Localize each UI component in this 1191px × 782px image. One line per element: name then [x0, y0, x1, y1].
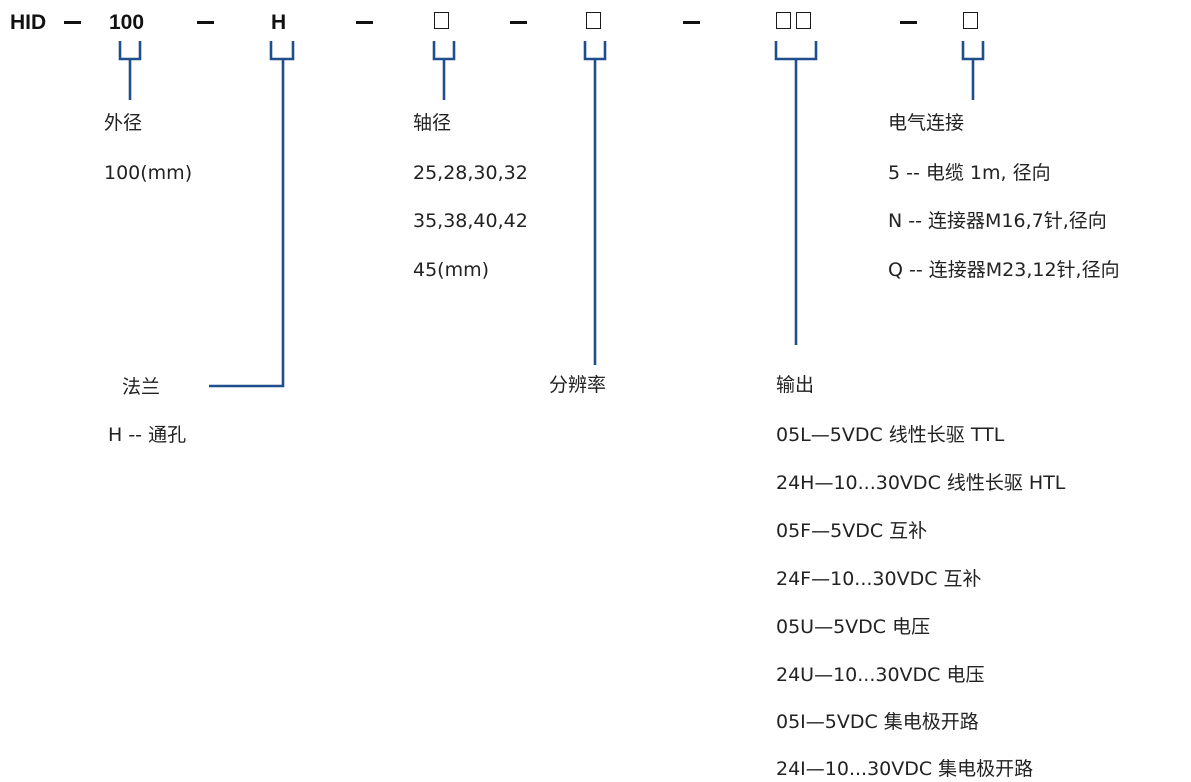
separator-dash	[197, 21, 214, 24]
shaft-value: 45(mm)	[413, 259, 490, 281]
connection-option: Q -- 连接器M23,12针,径向	[888, 259, 1120, 281]
shaft-title: 轴径	[413, 112, 452, 134]
connection-bracket	[961, 41, 985, 100]
resolution-title: 分辨率	[549, 374, 607, 396]
flange-title: 法兰	[122, 376, 161, 398]
output-option: 05L—5VDC 线性长驱 TTL	[776, 424, 1005, 446]
separator-dash	[510, 21, 527, 24]
diameter-bracket	[118, 41, 142, 100]
diameter-title: 外径	[104, 112, 143, 134]
connection-title: 电气连接	[888, 112, 965, 134]
separator-dash	[900, 21, 917, 24]
connection-placeholder-box	[963, 12, 978, 29]
resolution-bracket	[583, 41, 607, 365]
separator-dash	[64, 21, 81, 24]
connection-option: N -- 连接器M16,7针,径向	[888, 210, 1107, 232]
separator-dash	[683, 21, 700, 24]
separator-dash	[356, 21, 373, 24]
output-option: 05I—5VDC 集电极开路	[776, 711, 979, 733]
output-option: 24H—10...30VDC 线性长驱 HTL	[776, 472, 1066, 494]
output-title: 输出	[776, 374, 815, 396]
shaft-bracket	[432, 41, 456, 100]
flange-value: H -- 通孔	[108, 424, 187, 446]
shaft-placeholder-box	[434, 12, 449, 29]
output-option: 24F—10...30VDC 互补	[776, 568, 982, 590]
shaft-value: 35,38,40,42	[413, 210, 528, 232]
output-option: 05U—5VDC 电压	[776, 616, 931, 638]
code-flange: H	[271, 11, 287, 34]
resolution-placeholder-box	[586, 12, 601, 29]
output-placeholder-box-2	[796, 12, 811, 29]
code-prefix: HID	[10, 11, 47, 34]
code-diameter: 100	[109, 11, 145, 34]
diameter-value: 100(mm)	[104, 162, 193, 184]
output-option: 24U—10...30VDC 电压	[776, 664, 985, 686]
output-placeholder-box-1	[776, 12, 791, 29]
output-option: 05F—5VDC 互补	[776, 520, 928, 542]
shaft-value: 25,28,30,32	[413, 162, 528, 184]
connection-option: 5 -- 电缆 1m, 径向	[888, 162, 1051, 184]
output-option: 24I—10...30VDC 集电极开路	[776, 758, 1034, 780]
output-bracket	[774, 41, 818, 345]
flange-bracket	[209, 41, 295, 388]
